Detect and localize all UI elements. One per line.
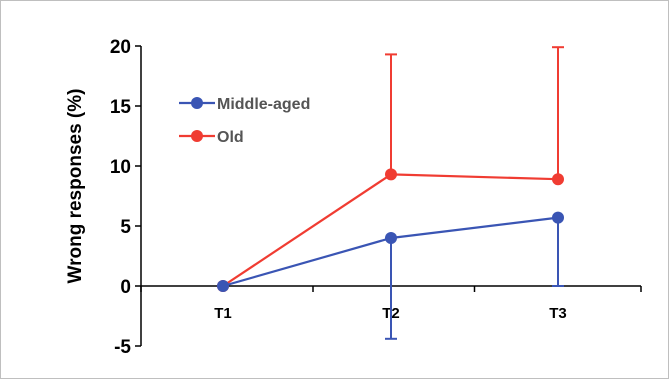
legend-label: Old — [217, 129, 244, 146]
y-axis-title: Wrong responses (%) — [65, 89, 86, 284]
x-tick-label-t3: T3 — [549, 305, 567, 322]
data-point — [385, 168, 397, 181]
legend-item-old: Old — [179, 129, 244, 146]
legend-label: Middle-aged — [217, 96, 310, 113]
y-tick-label: 20 — [110, 37, 131, 58]
data-point — [217, 280, 229, 292]
legend: Middle-aged Old — [179, 96, 310, 146]
data-point — [385, 232, 397, 244]
y-tick-label: 0 — [120, 277, 131, 298]
y-tick-label: 15 — [110, 97, 132, 118]
data-point — [552, 173, 564, 186]
series-area — [217, 46, 564, 340]
y-axis: -5 0 5 10 15 20 — [110, 37, 142, 358]
legend-item-middle-aged: Middle-aged — [179, 96, 310, 113]
series-middle-aged — [217, 211, 564, 340]
x-tick-label-t1: T1 — [214, 305, 232, 322]
y-tick-label: 10 — [110, 157, 131, 178]
legend-swatch-marker — [191, 97, 203, 109]
y-tick-label: 5 — [120, 217, 131, 238]
y-tick-label: -5 — [114, 337, 131, 358]
legend-swatch-marker — [191, 130, 203, 142]
data-point — [552, 211, 564, 224]
